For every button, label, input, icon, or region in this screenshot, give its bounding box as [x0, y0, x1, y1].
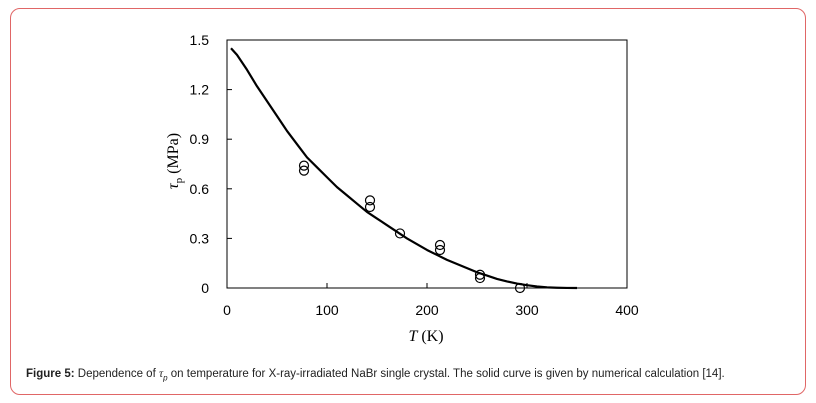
- y-axis-unit: (MPa): [165, 133, 182, 174]
- data-point: [298, 165, 310, 176]
- y-tick-label: 0.6: [190, 181, 210, 197]
- x-tick-label: 100: [315, 302, 339, 318]
- x-tick-label: 0: [223, 302, 231, 318]
- figure-caption: Figure 5: Dependence of τp on temperatur…: [26, 368, 796, 382]
- data-point: [434, 244, 446, 256]
- x-tick-labels: 0 100 200 300 400: [223, 283, 639, 318]
- figure-frame: [10, 8, 806, 395]
- y-tick-labels: 0 0.3 0.6 0.9 1.2 1.5: [190, 32, 232, 296]
- x-axis-title: T (K): [408, 328, 443, 345]
- caption-symbol: τ: [158, 368, 164, 380]
- calculated-curve-layer: [230, 47, 578, 290]
- y-axis-subscript: p: [173, 177, 185, 183]
- data-point: [474, 272, 486, 284]
- y-tick-label: 1.2: [190, 82, 210, 98]
- y-axis-title: τp (MPa): [165, 133, 185, 189]
- x-tick-label: 200: [415, 302, 439, 318]
- caption-text-after: on temperature for X-ray-irradiated NaBr…: [170, 368, 725, 380]
- data-point: [474, 269, 486, 280]
- data-point: [434, 239, 446, 251]
- data-point: [364, 201, 376, 213]
- x-tick-label: 300: [515, 302, 539, 318]
- data-markers-layer: [298, 160, 526, 294]
- y-tick-label: 0.3: [190, 230, 210, 246]
- caption-label: Figure 5:: [26, 368, 75, 380]
- y-tick-label: 1.5: [190, 32, 210, 48]
- calculated-curve: [230, 47, 578, 290]
- y-tick-label: 0: [201, 280, 209, 296]
- x-tick-label: 400: [615, 302, 639, 318]
- caption-symbol-sub: p: [163, 373, 168, 383]
- data-point: [514, 282, 526, 294]
- y-axis-symbol: τ: [165, 182, 182, 189]
- caption-text-before: Dependence of: [77, 368, 156, 380]
- x-axis-unit: (K): [421, 328, 443, 345]
- x-axis-variable: T: [408, 328, 418, 345]
- data-point: [364, 195, 376, 206]
- data-point: [298, 160, 310, 171]
- y-tick-label: 0.9: [190, 131, 210, 147]
- data-point: [394, 228, 406, 239]
